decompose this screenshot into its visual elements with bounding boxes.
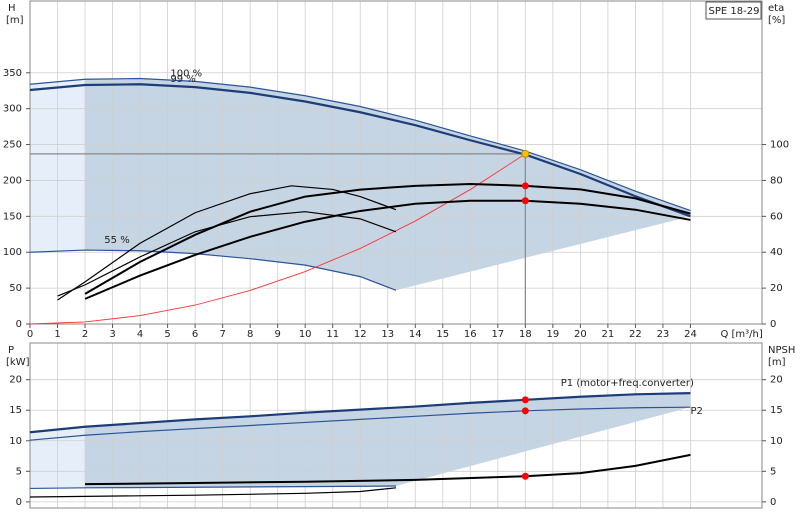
plot-frame	[29, 342, 763, 509]
model-box	[705, 1, 762, 20]
operating-point	[521, 407, 529, 415]
curve	[29, 392, 691, 434]
x-tick-label: 7	[219, 329, 225, 340]
x-tick-label: 6	[192, 329, 198, 340]
y-tick-label: 250	[3, 140, 22, 151]
y-tick-label: 300	[3, 104, 22, 115]
x-tick-label: 0	[27, 329, 33, 340]
y2-axis-unit: [%]	[768, 15, 785, 26]
y2-tick-label: 10	[770, 436, 783, 447]
curve-label: 99 %	[170, 74, 195, 85]
y2-tick-label: 100	[770, 140, 789, 151]
x-tick-label: 11	[326, 329, 339, 340]
y2-tick-label: 60	[770, 211, 783, 222]
curve-label: P2	[690, 406, 702, 417]
y-tick-label: 10	[9, 436, 22, 447]
x-tick-label: 12	[354, 329, 367, 340]
y-tick-label: 20	[9, 375, 22, 386]
y2-axis-label: eta	[768, 3, 784, 14]
y-axis-unit: [m]	[6, 15, 24, 26]
y2-axis-unit: [m]	[768, 357, 786, 368]
x-tick-label: 22	[629, 329, 642, 340]
operating-point	[521, 472, 529, 480]
x-tick-label: 8	[247, 329, 253, 340]
operating-point	[521, 182, 529, 190]
y-tick-label: 200	[3, 175, 22, 186]
x-tick-label: 17	[491, 329, 504, 340]
y2-tick-label: 15	[770, 405, 783, 416]
x-tick-label: 19	[546, 329, 559, 340]
x-axis-label: Q [m³/h]	[720, 329, 762, 340]
x-tick-label: 18	[519, 329, 532, 340]
curve	[57, 185, 397, 301]
curve	[29, 83, 691, 218]
y2-tick-label: 80	[770, 175, 783, 186]
operating-point	[521, 197, 529, 205]
curve	[29, 77, 691, 212]
curve-label: 100 %	[170, 68, 202, 79]
y2-tick-label: 0	[770, 319, 776, 330]
plot-frame	[29, 0, 763, 325]
y-axis-unit: [kW]	[6, 357, 30, 368]
x-tick-label: 9	[274, 329, 280, 340]
curve	[29, 487, 397, 498]
y-tick-label: 100	[3, 247, 22, 258]
curve	[29, 249, 397, 291]
model-text: SPE 18-29	[709, 6, 760, 17]
y-tick-label: 0	[16, 319, 22, 330]
y-axis-label: H	[8, 3, 16, 14]
x-tick-label: 10	[299, 329, 312, 340]
y-tick-label: 5	[16, 466, 22, 477]
x-tick-label: 15	[436, 329, 449, 340]
x-tick-label: 24	[684, 329, 697, 340]
y-tick-label: 15	[9, 405, 22, 416]
operating-point	[521, 396, 529, 404]
x-tick-label: 21	[602, 329, 615, 340]
y-axis-label: P	[8, 345, 14, 356]
curve-label: P1 (motor+freq.converter)	[561, 378, 694, 389]
x-tick-label: 23	[657, 329, 670, 340]
curve	[84, 183, 691, 295]
y2-axis-label: NPSH	[768, 345, 795, 356]
curve	[29, 153, 526, 325]
model-label: SPE 18-29	[705, 1, 762, 20]
y2-tick-label: 0	[770, 497, 776, 508]
y2-tick-label: 5	[770, 466, 776, 477]
x-tick-label: 14	[409, 329, 422, 340]
x-tick-label: 5	[164, 329, 170, 340]
x-tick-label: 13	[381, 329, 394, 340]
x-tick-label: 4	[137, 329, 143, 340]
y-tick-label: 0	[16, 497, 22, 508]
curve	[29, 406, 691, 441]
y-tick-label: 350	[3, 68, 22, 79]
x-tick-label: 1	[54, 329, 60, 340]
curve	[85, 453, 691, 486]
x-tick-label: 3	[109, 329, 115, 340]
y2-tick-label: 40	[770, 247, 783, 258]
y-tick-label: 150	[3, 211, 22, 222]
curve	[29, 485, 397, 490]
x-tick-label: 20	[574, 329, 587, 340]
x-tick-label: 16	[464, 329, 477, 340]
curve-label: 55 %	[104, 235, 129, 246]
curve	[84, 199, 691, 300]
y-tick-label: 50	[9, 283, 22, 294]
x-tick-label: 2	[82, 329, 88, 340]
curve	[57, 211, 397, 297]
y2-tick-label: 20	[770, 283, 783, 294]
y2-tick-label: 20	[770, 375, 783, 386]
operating-point	[521, 149, 530, 158]
